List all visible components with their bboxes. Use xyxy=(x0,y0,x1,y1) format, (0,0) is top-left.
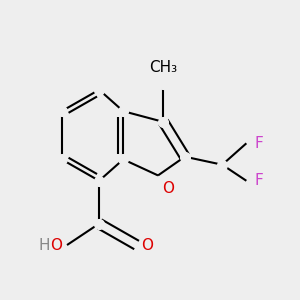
Text: F: F xyxy=(254,136,263,151)
Text: O: O xyxy=(162,181,174,196)
Text: H: H xyxy=(38,238,50,253)
Text: CH₃: CH₃ xyxy=(149,60,177,75)
Text: O: O xyxy=(141,238,153,253)
Text: F: F xyxy=(254,173,263,188)
Text: O: O xyxy=(50,238,62,253)
